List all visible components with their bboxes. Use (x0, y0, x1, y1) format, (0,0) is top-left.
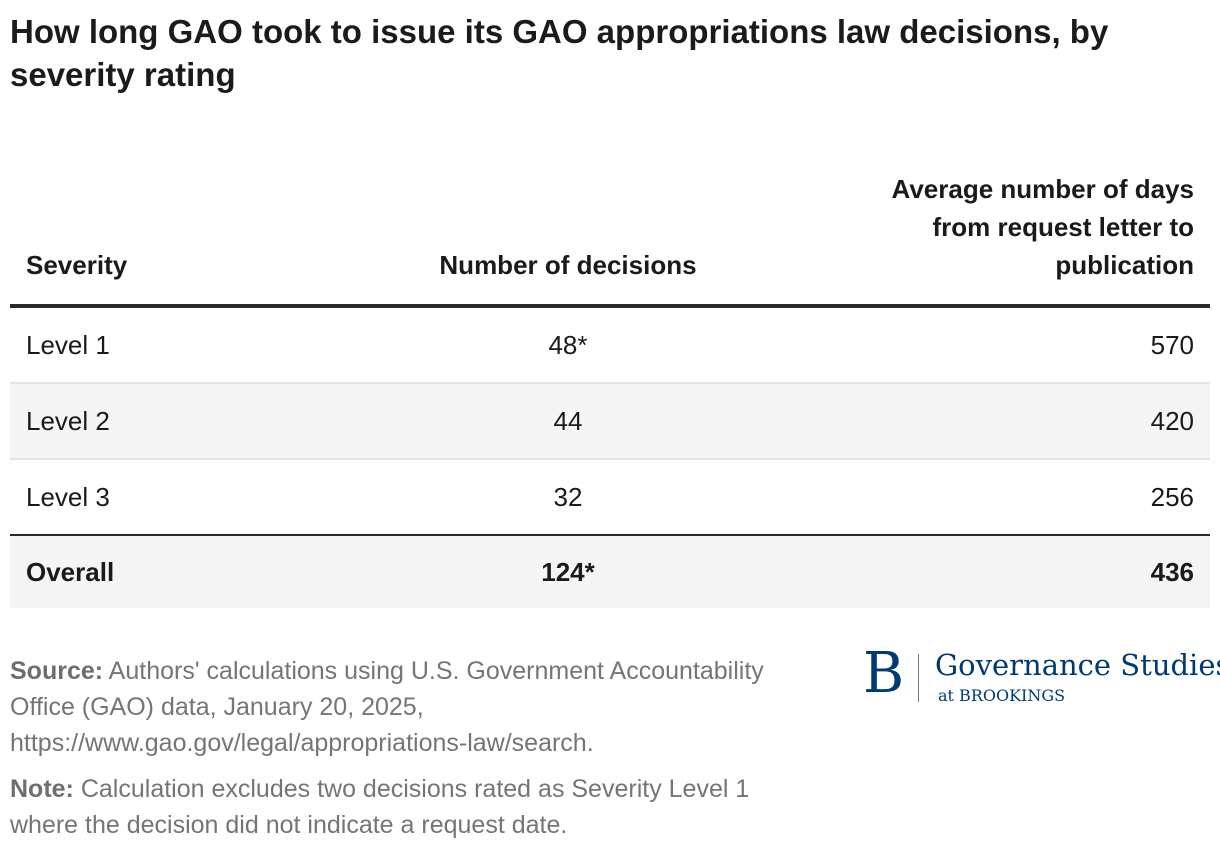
total-severity: Overall (10, 534, 320, 608)
source-label: Source: (10, 657, 104, 685)
header-severity: Severity (10, 170, 320, 308)
cell-decisions: 44 (319, 383, 817, 460)
table-row: Level 1 48* 570 (10, 306, 1210, 384)
source-note: Source: Authors' calculations using U.S.… (10, 653, 790, 761)
logo-subtitle: at BROOKINGS (938, 686, 1066, 705)
cell-decisions: 48* (319, 306, 817, 384)
cell-decisions: 32 (553, 481, 583, 512)
note-text-block: Note: Calculation excludes two decisions… (10, 771, 790, 843)
logo-name: Governance Studies (935, 648, 1220, 682)
cell-days: 570 (816, 306, 1210, 384)
governance-studies-logo: B Governance Studies at BROOKINGS (863, 644, 1220, 708)
note-label: Note: (10, 775, 74, 803)
cell-severity: Level 1 (10, 306, 320, 384)
header-average-days: Average number of days from request lett… (816, 170, 1210, 308)
page-title: How long GAO took to issue its GAO appro… (10, 13, 1109, 93)
cell-days: 256 (1150, 481, 1194, 512)
data-table: Severity Number of decisions Average num… (10, 170, 1210, 608)
header-row: Severity Number of decisions Average num… (10, 170, 1210, 308)
total-days: 436 (816, 534, 1210, 608)
note-text: Calculation excludes two decisions rated… (10, 775, 750, 839)
total-row: Overall 124* 436 (10, 534, 1210, 608)
cell-severity: Level 2 (10, 383, 320, 460)
logo-divider (918, 654, 919, 702)
source-text: Authors' calculations using U.S. Governm… (10, 657, 764, 757)
footnotes: Source: Authors' calculations using U.S.… (10, 653, 790, 853)
total-decisions: 124* (319, 534, 817, 608)
header-number-of-decisions: Number of decisions (319, 170, 817, 308)
cell-days: 420 (816, 383, 1210, 460)
table-row: Level 3 32 256 (10, 459, 1210, 535)
table-row: Level 2 44 420 (10, 383, 1210, 460)
brookings-b-mark: B (863, 641, 905, 706)
cell-severity: Level 3 (26, 481, 110, 512)
